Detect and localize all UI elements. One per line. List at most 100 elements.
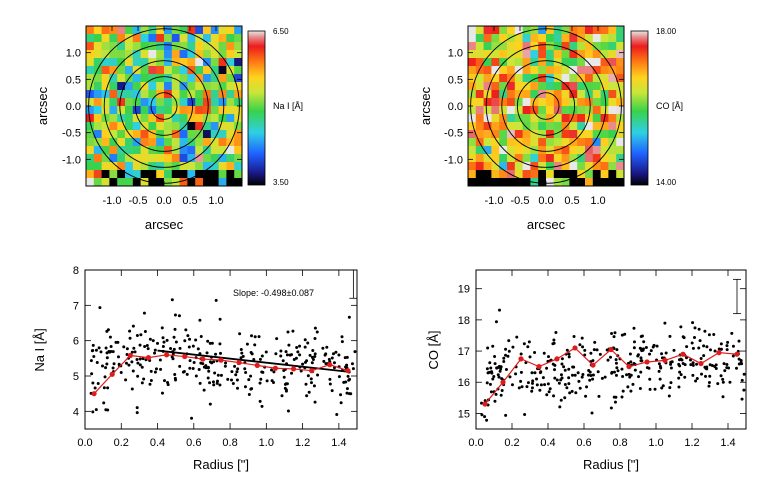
co-map-cell bbox=[553, 146, 563, 155]
na-map-cell bbox=[132, 42, 142, 51]
co-map-cell bbox=[491, 34, 500, 43]
co-map-cell bbox=[514, 170, 524, 179]
na-profile-profile-marker bbox=[127, 352, 133, 359]
na-profile-point bbox=[303, 338, 307, 342]
co-map-cell bbox=[499, 106, 508, 115]
co-map-cell bbox=[499, 66, 508, 75]
co-profile-profile-marker bbox=[482, 401, 488, 407]
co-map-cell bbox=[561, 106, 570, 115]
na-profile-ytick-label: 6 bbox=[73, 336, 79, 348]
co-map-cell bbox=[507, 138, 516, 147]
co-map-cell bbox=[600, 130, 609, 139]
co-map-cell bbox=[538, 138, 547, 147]
co-profile-point bbox=[713, 349, 717, 353]
na-profile-point bbox=[191, 367, 195, 370]
na-map-cell bbox=[140, 130, 149, 139]
co-map-cell bbox=[475, 90, 485, 99]
na-map-cell bbox=[164, 146, 173, 155]
na-map-cell bbox=[179, 66, 188, 75]
co-profile-point bbox=[485, 381, 489, 385]
co-profile-point bbox=[667, 394, 671, 398]
na-map-cell bbox=[109, 58, 118, 67]
na-profile-point bbox=[324, 362, 328, 366]
na-map-cell bbox=[109, 26, 118, 35]
co-profile-point bbox=[570, 389, 574, 393]
co-profile-point bbox=[547, 390, 551, 394]
na-map-cell bbox=[234, 26, 242, 35]
co-profile-point bbox=[489, 390, 493, 394]
co-profile-point bbox=[530, 386, 534, 390]
co-map-cell bbox=[507, 34, 516, 43]
co-profile-point bbox=[504, 353, 508, 357]
na-map-cell bbox=[203, 98, 212, 107]
na-map-cell bbox=[203, 162, 212, 171]
co-profile-ylabel: CO [Å] bbox=[426, 330, 441, 369]
co-profile-point bbox=[511, 345, 515, 349]
na-map-cell bbox=[109, 66, 118, 75]
co-profile-point bbox=[480, 413, 484, 417]
co-profile-point bbox=[559, 398, 563, 402]
co-map-cell bbox=[600, 138, 609, 147]
co-map-x-ticks: -1.0 -0.5 0.0 0.5 1.0 bbox=[485, 26, 606, 207]
na-profile-point bbox=[208, 381, 212, 385]
co-profile-point bbox=[510, 383, 514, 387]
co-map-cell bbox=[585, 154, 594, 163]
co-profile-point bbox=[551, 342, 555, 346]
na-map-cell bbox=[86, 74, 95, 83]
na-profile-point bbox=[208, 341, 212, 345]
co-map-cell bbox=[600, 170, 609, 179]
na-map-cell bbox=[140, 58, 149, 67]
na-map-cell bbox=[179, 170, 188, 179]
na-map-cell bbox=[140, 34, 149, 43]
co-map-cell bbox=[538, 58, 547, 67]
co-profile-point bbox=[664, 351, 668, 355]
na-profile-point bbox=[192, 361, 196, 365]
co-map-cell bbox=[491, 90, 500, 99]
co-profile-point bbox=[559, 378, 563, 382]
na-map-cell bbox=[234, 58, 242, 67]
na-profile-point bbox=[95, 361, 99, 365]
co-map-cell bbox=[585, 138, 594, 147]
co-map-cell bbox=[530, 138, 539, 147]
co-map-cell bbox=[514, 114, 524, 123]
na-map-cell bbox=[156, 130, 165, 139]
na-map-cell bbox=[125, 162, 134, 171]
na-map-cell bbox=[210, 154, 220, 163]
na-map-cell bbox=[125, 114, 134, 123]
co-profile-point bbox=[578, 343, 582, 347]
co-profile-point bbox=[508, 375, 512, 379]
co-profile-point bbox=[737, 339, 741, 343]
co-map-cell bbox=[507, 42, 516, 51]
co-profile-profile-marker bbox=[680, 351, 686, 357]
na-map-cell bbox=[171, 66, 181, 75]
na-profile-point bbox=[114, 340, 118, 344]
na-map-cell bbox=[93, 66, 103, 75]
co-map-cell bbox=[577, 130, 586, 139]
co-map-cell bbox=[600, 106, 609, 115]
co-profile-point bbox=[677, 358, 681, 362]
co-map-xtick-label: 0.0 bbox=[538, 195, 553, 207]
co-map-cell bbox=[585, 178, 594, 186]
na-profile-point bbox=[139, 333, 143, 337]
na-profile-point bbox=[148, 382, 152, 386]
co-profile-profile-marker bbox=[734, 351, 740, 357]
na-profile-point bbox=[347, 315, 351, 319]
na-profile-point bbox=[108, 335, 112, 339]
na-profile-profile-marker bbox=[272, 365, 278, 371]
co-map-cell bbox=[616, 58, 624, 67]
co-map-cell bbox=[546, 34, 555, 43]
na-profile-point bbox=[154, 367, 158, 371]
co-profile-point bbox=[548, 387, 552, 391]
na-profile-point bbox=[230, 370, 234, 374]
na-profile-point bbox=[91, 410, 95, 414]
na-map-xlabel: arcsec bbox=[145, 217, 184, 232]
na-profile-point bbox=[94, 408, 98, 412]
na-profile-point bbox=[272, 370, 276, 374]
co-map-cell bbox=[522, 42, 531, 51]
na-map-cell bbox=[156, 26, 165, 35]
co-profile-point bbox=[705, 345, 709, 349]
co-profile-point bbox=[708, 348, 712, 352]
co-map-cell bbox=[475, 170, 485, 179]
na-map-cell bbox=[179, 162, 188, 171]
co-profile-point bbox=[691, 361, 695, 365]
